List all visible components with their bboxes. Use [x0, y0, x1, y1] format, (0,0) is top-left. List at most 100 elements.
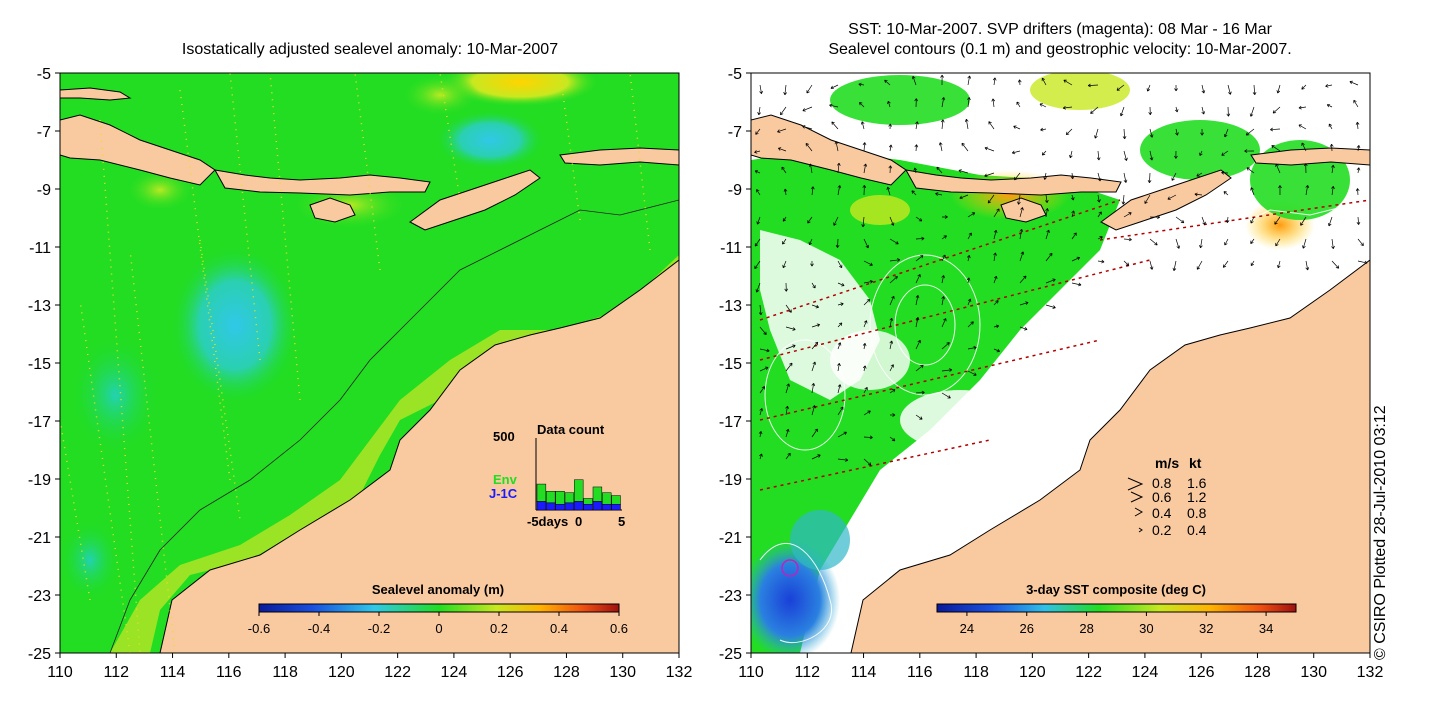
velocity-row-1-kt: 1.6 — [1187, 475, 1207, 491]
left-colorbar: Sealevel anomaly (m) -0.6 -0.4 -0.2 0 0.2 0.4… — [248, 582, 628, 636]
left-lat-tick-label: -23 — [28, 588, 51, 605]
right-lon-tick-label: 124 — [1132, 664, 1159, 681]
series-label-j1c: J-1C — [489, 486, 518, 501]
velocity-legend: m/s kt 0.8 1.6 0.6 1.2 0.4 0.8 0.2 0.4 — [1127, 455, 1207, 538]
left-colorbar-tick: -0.6 — [248, 621, 270, 636]
data-count-bar-j-1c — [536, 501, 547, 511]
left-lat-tick-label: -13 — [28, 298, 51, 315]
left-lat-tick-label: -19 — [28, 472, 51, 489]
right-lat-tick-label: -19 — [719, 472, 742, 489]
velocity-row-1-ms: 0.8 — [1152, 475, 1172, 491]
right-lat-tick-label: -5 — [728, 66, 742, 83]
right-lon-tick-label: 116 — [907, 664, 933, 681]
right-colorbar-label: 3-day SST composite (deg C) — [1026, 582, 1206, 597]
data-count-bar-env — [555, 491, 565, 505]
left-lon-tick-label: 124 — [441, 664, 468, 681]
data-count-bar-env — [602, 492, 612, 505]
geostrophic-velocity-arrows — [754, 74, 1368, 466]
right-colorbar-tick: 30 — [1139, 621, 1153, 636]
left-lat-tick-label: -21 — [28, 530, 51, 547]
right-lon-tick-label: 110 — [738, 664, 764, 681]
isobath-contour — [109, 199, 679, 653]
right-lat-tick-label: -23 — [719, 588, 742, 605]
left-colorbar-tick: -0.4 — [308, 621, 330, 636]
australia-land-right — [850, 259, 1370, 653]
velocity-legend-header-kt: kt — [1189, 455, 1202, 471]
left-colorbar-label: Sealevel anomaly (m) — [372, 582, 504, 597]
left-lon-tick-label: 116 — [216, 664, 242, 681]
left-lat-tick-label: -25 — [28, 646, 51, 663]
right-map-title-line2: Sealevel contours (0.1 m) and geostrophi… — [828, 41, 1292, 58]
left-colorbar-tick: 0.2 — [490, 621, 508, 636]
left-lat-tick-label: -5 — [37, 66, 51, 83]
right-colorbar-tick: 32 — [1199, 621, 1213, 636]
right-lat-tick-label: -7 — [728, 124, 742, 141]
data-count-bar-j-1c — [546, 502, 556, 511]
left-lat-tick-label: -17 — [28, 414, 51, 431]
data-count-bar-env — [574, 479, 584, 502]
data-count-bar-env — [611, 495, 621, 505]
right-colorbar-ticks: 24 26 28 30 32 34 — [960, 612, 1273, 636]
left-lon-tick-label: 128 — [553, 664, 580, 681]
right-lon-tick-label: 120 — [1019, 664, 1046, 681]
left-colorbar-tick: 0.6 — [610, 621, 628, 636]
right-colorbar-tick: 34 — [1259, 621, 1273, 636]
left-lat-tick-label: -11 — [29, 240, 51, 257]
left-colorbar-tick: 0 — [435, 621, 442, 636]
left-colorbar-tick: 0.4 — [550, 621, 568, 636]
right-lat-tick-label: -25 — [719, 646, 742, 663]
data-count-bar-j-1c — [602, 503, 612, 511]
left-lon-tick-label: 130 — [609, 664, 636, 681]
velocity-row-4-kt: 0.4 — [1187, 522, 1207, 538]
data-count-bar-env — [583, 498, 593, 505]
left-colorbar-ticks: -0.6 -0.4 -0.2 0 0.2 0.4 0.6 — [248, 612, 628, 636]
velocity-row-2-kt: 1.2 — [1187, 489, 1207, 505]
right-map-title-line1: SST: 10-Mar-2007. SVP drifters (magenta)… — [848, 21, 1272, 38]
right-lat-tick-label: -9 — [728, 182, 742, 199]
left-map — [59, 72, 680, 654]
right-lon-tick-label: 130 — [1300, 664, 1327, 681]
left-lat-tick-label: -7 — [37, 124, 51, 141]
data-count-bar-env — [564, 492, 575, 504]
velocity-arrow-06 — [1130, 491, 1144, 503]
left-lon-tick-label: 114 — [160, 664, 186, 681]
data-count-bar-j-1c — [574, 501, 584, 511]
data-count-xtick-end: 5 — [618, 514, 625, 529]
data-count-bar-j-1c — [592, 501, 603, 511]
data-count-bars — [536, 479, 621, 511]
left-lon-tick-label: 122 — [384, 664, 411, 681]
left-colorbar-tick: -0.2 — [368, 621, 390, 636]
right-lat-tick-label: -11 — [720, 240, 742, 257]
velocity-arrow-02 — [1138, 527, 1143, 533]
right-colorbar: 3-day SST composite (deg C) 24 26 28 30 32 34 — [936, 582, 1297, 636]
timor-land — [409, 169, 541, 231]
series-label-env: Env — [493, 472, 518, 487]
data-count-title: Data count — [537, 422, 605, 437]
velocity-arrow-08 — [1127, 477, 1144, 491]
right-lat-tick-label: -13 — [719, 298, 742, 315]
data-count-bar-env — [592, 486, 603, 502]
java-land — [60, 114, 216, 186]
data-count-xtick-zero: 0 — [575, 514, 582, 529]
velocity-row-4-ms: 0.2 — [1152, 522, 1172, 538]
data-count-bar-env — [546, 491, 556, 504]
svp-drifter-tracks — [759, 199, 1370, 491]
velocity-row-3-ms: 0.4 — [1152, 505, 1172, 521]
svp-drifter-loop — [781, 559, 799, 577]
velocity-row-2-ms: 0.6 — [1152, 489, 1172, 505]
right-lon-tick-label: 128 — [1244, 664, 1271, 681]
velocity-arrow-04 — [1134, 507, 1144, 517]
australia-land — [159, 259, 679, 653]
left-lat-tick-label: -15 — [28, 356, 51, 373]
lesser-sunda-islands — [214, 169, 431, 196]
data-count-bar-j-1c — [611, 503, 621, 511]
left-lon-tick-label: 118 — [272, 664, 298, 681]
copyright-notice: © CSIRO Plotted 28-Jul-2010 03:12 — [1372, 405, 1389, 660]
right-map — [750, 72, 1371, 654]
right-lat-tick-label: -21 — [719, 530, 742, 547]
data-count-bar-j-1c — [555, 503, 565, 511]
right-lat-tick-label: -15 — [719, 356, 742, 373]
